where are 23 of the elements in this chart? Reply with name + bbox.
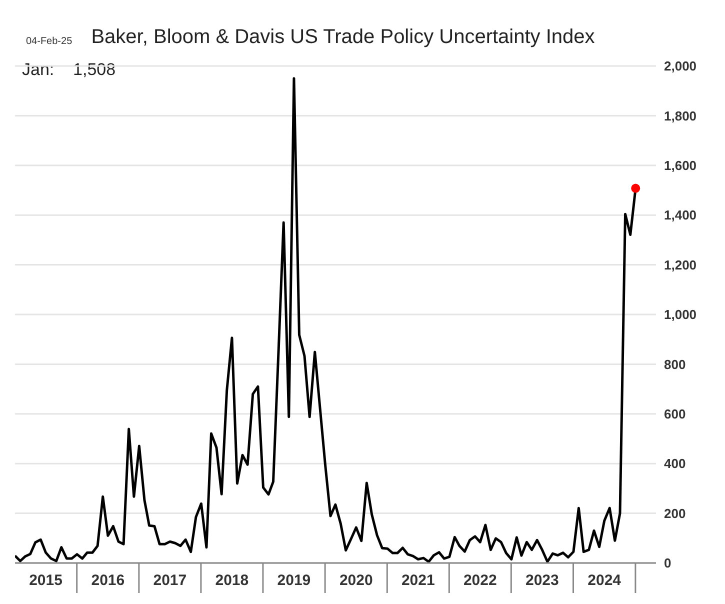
y-tick-label: 0 — [664, 556, 672, 571]
y-tick-label: 2,000 — [664, 58, 697, 74]
x-tick-label: 2022 — [463, 572, 497, 589]
y-tick-label: 1,600 — [664, 158, 697, 174]
y-tick-label: 400 — [664, 456, 686, 472]
y-tick-label: 1,800 — [664, 108, 697, 124]
x-tick-label: 2019 — [277, 572, 311, 589]
x-tick-label: 2015 — [29, 572, 62, 589]
text: 04-Feb-25 — [26, 36, 72, 47]
y-tick-label: 1,200 — [664, 257, 697, 272]
y-tick-label: 800 — [664, 356, 686, 372]
y-tick-label: 200 — [664, 506, 686, 521]
x-tick-label: 2023 — [525, 572, 559, 589]
x-tick-label: 2017 — [153, 572, 187, 589]
chart-title: Baker, Bloom & Davis US Trade Policy Uncertainty Index — [91, 26, 595, 48]
x-tick-label: 2020 — [339, 572, 373, 589]
x-tick-label: 2021 — [401, 572, 435, 589]
x-tick-label: 2018 — [215, 572, 249, 589]
y-tick-label: 1,400 — [664, 208, 697, 223]
x-tick-label: 2024 — [588, 572, 622, 589]
y-tick-label: 1,000 — [664, 307, 697, 322]
x-tick-label: 2016 — [91, 572, 125, 589]
y-tick-label: 600 — [664, 406, 686, 422]
